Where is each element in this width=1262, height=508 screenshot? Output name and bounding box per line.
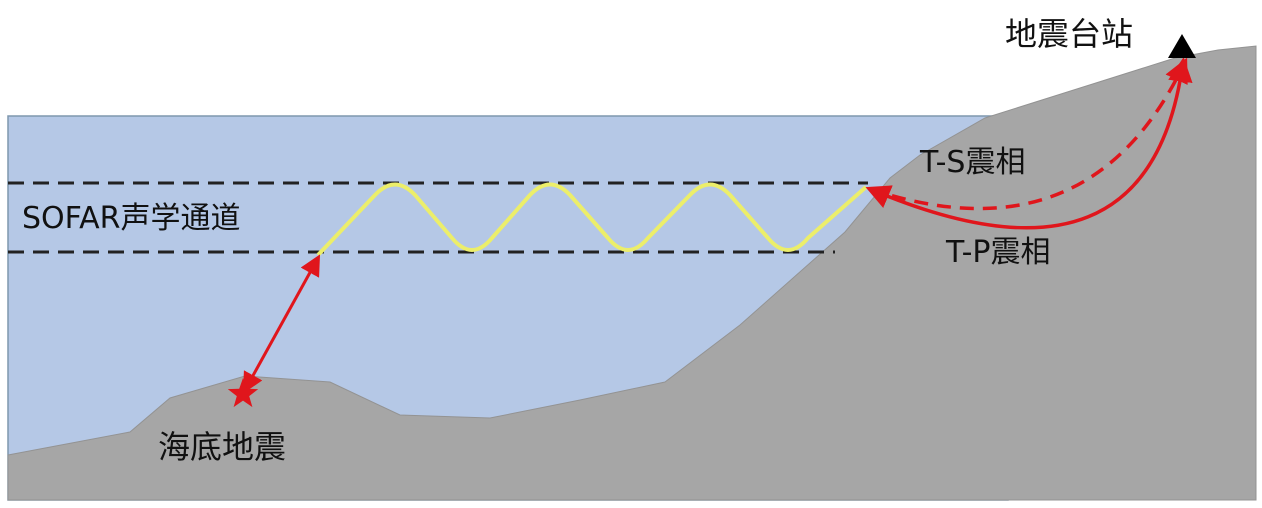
sofar-sound-wave <box>316 182 868 257</box>
red-star-icon <box>227 378 259 408</box>
ts-phase-label: T-S震相 <box>919 145 1025 180</box>
tp-phase-label: T-P震相 <box>945 235 1051 270</box>
station-label: 地震台站 <box>1005 15 1133 53</box>
earthquake-label: 海底地震 <box>158 428 286 466</box>
black-triangle-icon <box>1168 34 1196 58</box>
tp-phase-ray <box>865 57 1193 230</box>
epicenter-to-channel-ray <box>242 254 321 394</box>
sofar-channel-label: SOFAR声学通道 <box>22 201 241 236</box>
